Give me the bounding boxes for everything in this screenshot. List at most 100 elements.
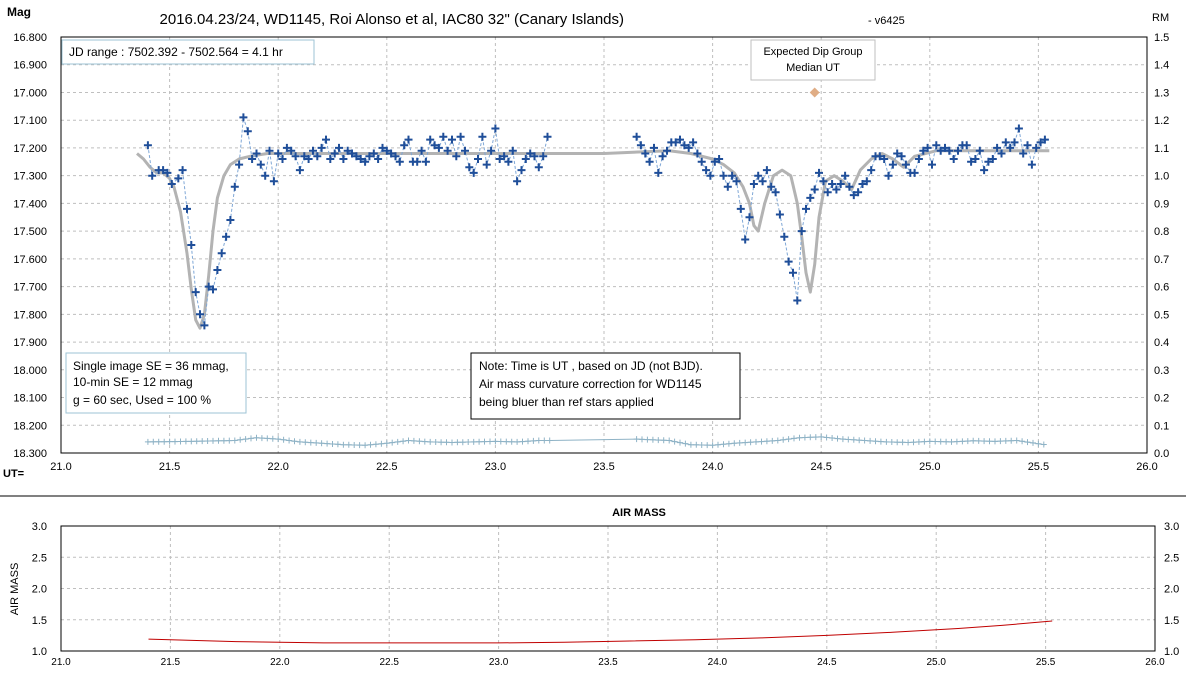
jd-range-text: JD range : 7502.392 - 7502.564 = 4.1 hr [69, 45, 283, 59]
rm-point-marker [465, 439, 472, 445]
magnitude-point-marker [256, 160, 265, 169]
expected-dip-marker [809, 87, 820, 98]
top-y-tick-label: 16.900 [13, 60, 47, 72]
magnitude-point-marker [819, 177, 828, 186]
rm-point-marker [351, 442, 358, 448]
magnitude-point-marker [183, 204, 191, 213]
rm-point-marker [492, 438, 499, 445]
top-x-tick-label: 21.0 [50, 461, 71, 473]
magnitude-point-marker [980, 166, 989, 175]
magnitude-point-marker [928, 160, 936, 169]
airmass-x-tick-label: 21.5 [161, 657, 181, 668]
rm-point-marker [530, 437, 537, 444]
rm-point-marker [948, 438, 955, 445]
magnitude-point-marker [736, 204, 745, 213]
rm-point-marker [503, 438, 510, 445]
magnitude-point-marker [854, 188, 863, 197]
rm-point-marker [845, 436, 852, 443]
magnitude-point-marker [309, 146, 317, 155]
magnitude-point-marker [478, 132, 487, 141]
airmass-y2-tick-label: 3.0 [1164, 521, 1179, 533]
rm-point-marker [671, 438, 678, 445]
top-y2-tick-label: 1.0 [1154, 171, 1169, 183]
magnitude-point-marker [239, 113, 248, 122]
rm-point-marker [997, 438, 1004, 445]
magnitude-point-marker [304, 155, 313, 163]
rm-point-marker [324, 440, 331, 447]
top-y-tick-label: 18.200 [13, 420, 47, 432]
magnitude-point-marker [443, 146, 452, 155]
top-x-tick-label: 22.0 [267, 461, 288, 473]
rm-point-marker [487, 438, 493, 445]
rm-point-marker [905, 439, 912, 446]
rm-point-marker [937, 438, 944, 445]
rm-point-marker [959, 438, 966, 445]
magnitude-point-marker [226, 216, 235, 224]
rm-point-marker [340, 441, 347, 448]
note-box: Note: Time is UT , based on JD (not BJD)… [470, 352, 741, 420]
magnitude-point-marker [326, 155, 335, 163]
rm-point-marker [286, 437, 293, 444]
magnitude-point-marker [932, 141, 941, 150]
rm-point-marker [888, 439, 895, 445]
rm-point-marker [334, 441, 341, 448]
top-tick-labels: 21.0 21.5 22.0 22.5 23.0 23.5 24.0 24.5 25.0 25.5… [13, 32, 1169, 473]
magnitude-point-marker [513, 177, 522, 186]
rm-point-marker [856, 437, 863, 444]
top-y2-tick-label: 1.1 [1154, 143, 1169, 155]
rm-point-marker [416, 438, 423, 445]
rm-point-marker [231, 437, 238, 444]
magnitude-point-marker [919, 146, 928, 155]
expected-dip-line-2: Median UT [786, 62, 840, 74]
airmass-x-tick-label: 23.5 [598, 657, 618, 668]
magnitude-point-marker [426, 135, 435, 144]
rm-point-marker [1024, 439, 1031, 446]
top-y-tick-label: 18.300 [13, 448, 47, 460]
magnitude-point-marker [680, 141, 689, 150]
magnitude-point-marker [697, 157, 706, 166]
rm-point-marker [753, 438, 759, 445]
top-y-tick-label: 17.300 [13, 171, 47, 183]
magnitude-point-marker [741, 235, 750, 244]
top-y2-tick-label: 0.5 [1154, 309, 1169, 321]
magnitude-point-marker [178, 166, 187, 175]
magnitude-point-marker [387, 149, 396, 158]
magnitude-point-marker [658, 152, 667, 161]
magnitude-point-marker [421, 157, 430, 166]
airmass-tick-labels: 21.0 21.5 22.0 22.5 23.0 23.5 24.0 24.5 25.0 25.5… [32, 521, 1180, 668]
x-axis-label-ut: UT= [3, 468, 24, 480]
airmass-x-tick-label: 25.0 [926, 657, 946, 668]
top-y2-tick-label: 0.3 [1154, 365, 1169, 377]
magnitude-point-marker [374, 155, 383, 163]
magnitude-point-marker [645, 157, 654, 166]
top-x-tick-label: 26.0 [1136, 461, 1157, 473]
magnitude-point-marker [508, 146, 517, 155]
rm-point-marker [915, 438, 922, 445]
rm-point-marker [791, 435, 797, 442]
rm-point-marker [872, 438, 879, 445]
magnitude-point-marker [348, 149, 356, 158]
magnitude-point-marker [1006, 143, 1015, 152]
magnitude-point-marker [491, 124, 500, 133]
magnitude-point-marker [452, 152, 461, 161]
rm-point-marker [829, 435, 836, 441]
magnitude-point-marker [196, 310, 204, 319]
rm-point-marker [405, 437, 412, 444]
rm-point-marker [780, 436, 787, 443]
airmass-series-layer [148, 620, 1053, 644]
magnitude-point-marker [395, 157, 404, 166]
magnitude-point-marker [719, 171, 728, 180]
magnitude-point-marker [356, 155, 365, 163]
magnitude-point-marker [676, 135, 684, 144]
rm-point-marker [226, 437, 233, 444]
top-y2-tick-label: 1.2 [1154, 115, 1169, 127]
rm-point-marker [660, 437, 667, 444]
magnitude-point-marker [858, 180, 867, 188]
rm-point-marker [275, 436, 282, 443]
rm-point-marker [867, 437, 874, 444]
magnitude-point-marker [521, 155, 530, 163]
top-y-tick-label: 17.000 [13, 87, 47, 99]
rm-point-marker [823, 434, 830, 441]
rm-point-marker [693, 441, 700, 448]
